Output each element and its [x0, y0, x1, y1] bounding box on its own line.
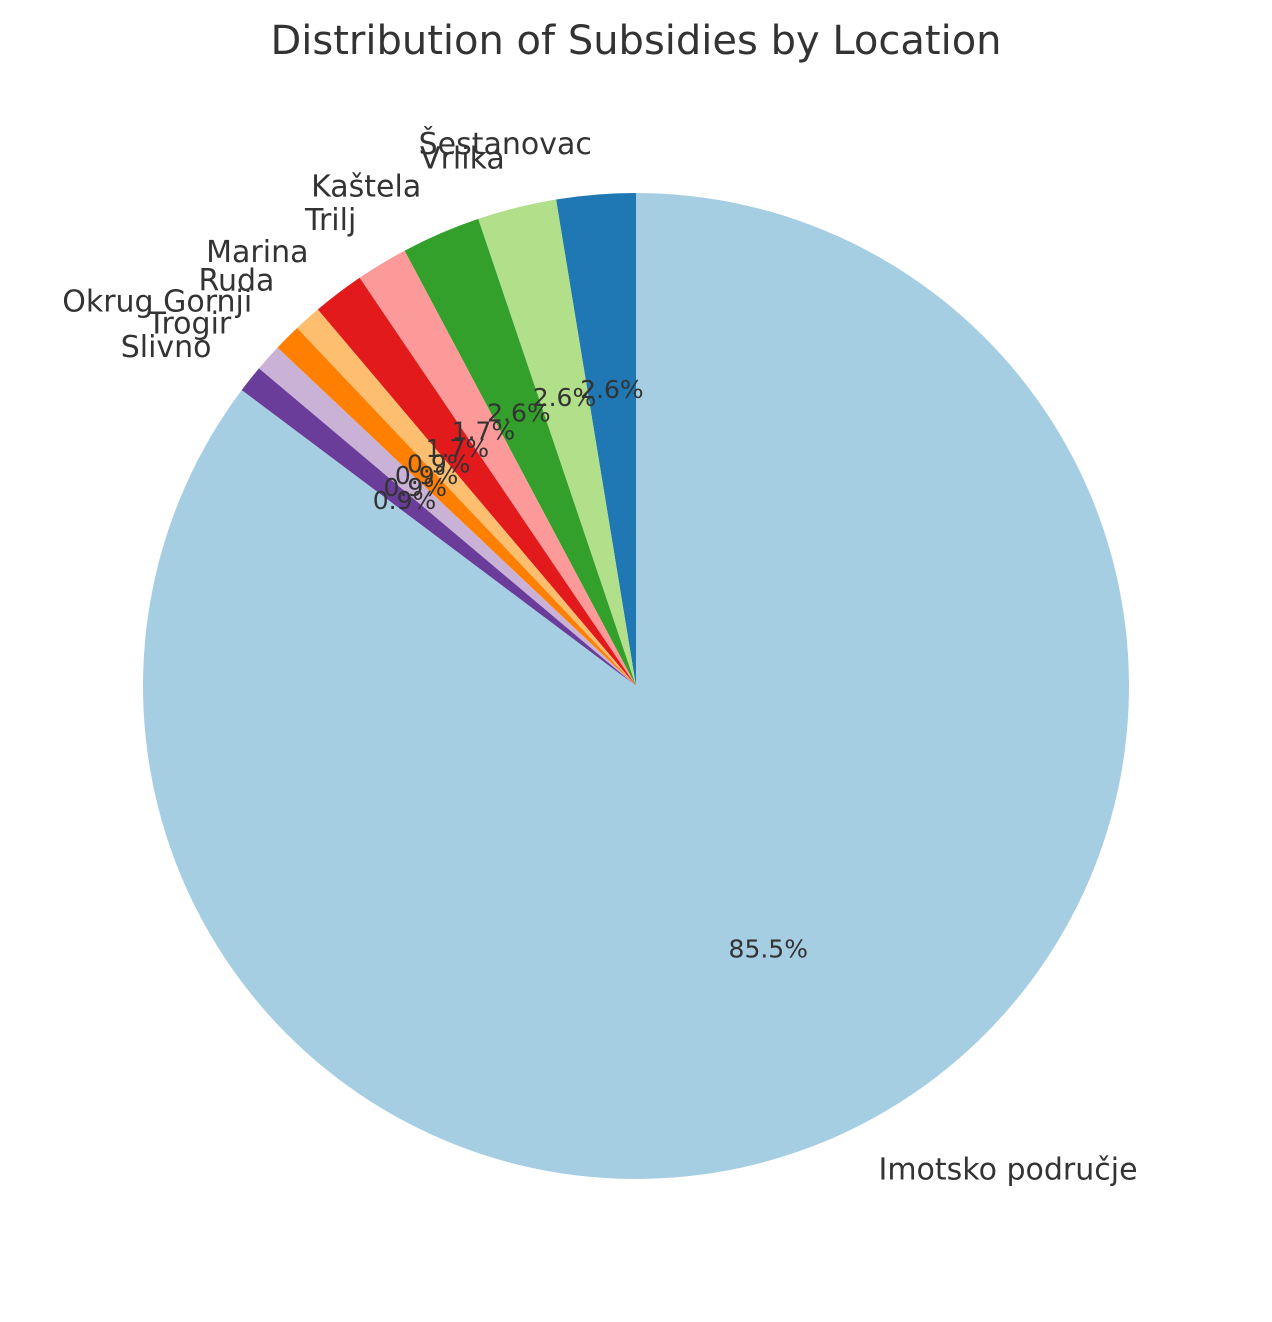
slice-label-trilj: Trilj [304, 203, 356, 238]
slice-pct-trogir: 0.9% [383, 473, 447, 502]
pie-slice-trilj [359, 250, 636, 686]
slice-label-ruda: Ruda [198, 263, 274, 298]
slice-label-trogir: Trogir [147, 307, 232, 342]
pie-slices [143, 193, 1129, 1179]
slice-label-sestanovac: Šestanovac [419, 125, 592, 162]
slice-pct-vrlika: 2.6% [533, 383, 597, 412]
slice-label-marina: Marina [206, 235, 308, 270]
pie-slice-okrug-gornji [277, 327, 636, 686]
slice-pct-trilj: 1.7% [452, 417, 516, 446]
slice-label-okrug-gornji: Okrug Gornji [62, 284, 252, 319]
slice-pct-okrug-gornji: 0.9% [395, 461, 459, 490]
pie-slice-slivno [241, 368, 636, 686]
slice-pct-imotsko-podrucje: 85.5% [729, 935, 808, 964]
pie-slice-vrlika [478, 199, 636, 686]
slice-pct-marina: 1.7% [426, 434, 490, 463]
slice-pct-slivno: 0.9% [373, 486, 437, 515]
slice-label-vrlika: Vrlika [420, 141, 505, 176]
slice-pct-sestanovac: 2.6% [580, 375, 644, 404]
pie-slice-kastela [404, 218, 636, 686]
pie-slice-imotsko-podrucje [143, 193, 1129, 1179]
slice-label-kastela: Kaštela [311, 170, 421, 205]
pie-slice-ruda [297, 309, 636, 686]
slice-label-imotsko-podrucje: Imotsko područje [878, 1153, 1137, 1188]
chart-title: Distribution of Subsidies by Location [270, 18, 1001, 64]
pie-labels: Šestanovac 2.6% Vrlika 2.6% Kaštela 2.6% Trilj… [62, 125, 1137, 1188]
slice-pct-ruda: 0.9% [407, 450, 471, 479]
pie-slice-marina [317, 277, 636, 686]
slice-label-slivno: Slivno [121, 330, 212, 365]
pie-slice-trogir [258, 347, 636, 686]
slice-pct-kastela: 2.6% [487, 398, 551, 427]
pie-slice-sestanovac [556, 193, 636, 686]
